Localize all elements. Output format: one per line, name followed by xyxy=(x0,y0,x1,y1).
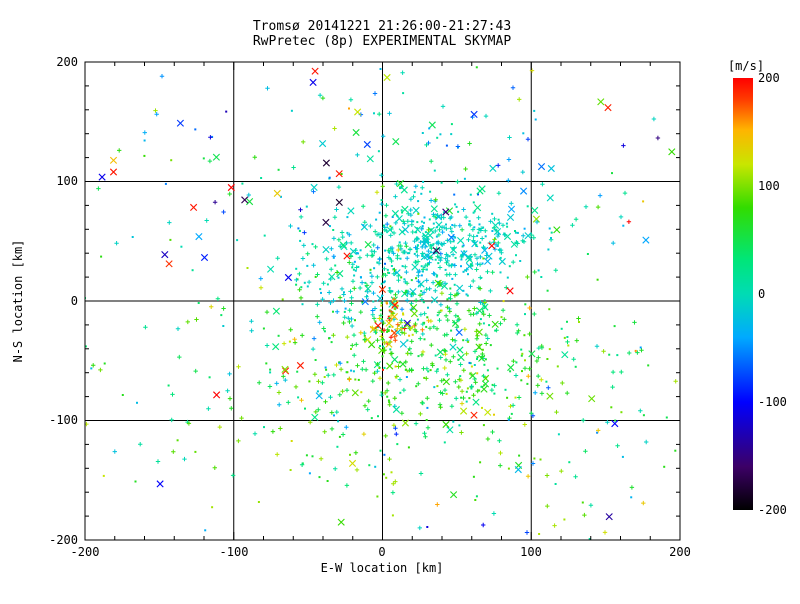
x-axis-label: E-W location [km] xyxy=(321,561,444,575)
y-tick-label: 200 xyxy=(56,55,78,69)
y-tick-label: -200 xyxy=(49,533,78,547)
x-tick-label: 200 xyxy=(669,545,691,559)
colorbar-units-label: [m/s] xyxy=(728,59,764,73)
colorbar-tick-label: -200 xyxy=(758,503,787,517)
y-tick-label: 100 xyxy=(56,174,78,188)
x-tick-label: 100 xyxy=(520,545,542,559)
colorbar-tick-label: 200 xyxy=(758,71,780,85)
colorbar-tick-label: -100 xyxy=(758,395,787,409)
plot-title: Tromsø 20141221 21:26:00-21:27:43 xyxy=(253,19,511,34)
plot-subtitle: RwPretec (8p) EXPERIMENTAL SKYMAP xyxy=(253,34,511,49)
colorbar xyxy=(733,78,753,510)
y-axis-label: N-S location [km] xyxy=(11,240,25,363)
y-tick-label: 0 xyxy=(71,294,78,308)
x-tick-label: 0 xyxy=(378,545,385,559)
y-tick-label: -100 xyxy=(49,413,78,427)
colorbar-tick-label: 100 xyxy=(758,179,780,193)
colorbar-tick-label: 0 xyxy=(758,287,765,301)
x-tick-label: -100 xyxy=(220,545,249,559)
x-tick-label: -200 xyxy=(71,545,100,559)
plot-area xyxy=(84,61,753,541)
scatter-points xyxy=(85,66,678,540)
